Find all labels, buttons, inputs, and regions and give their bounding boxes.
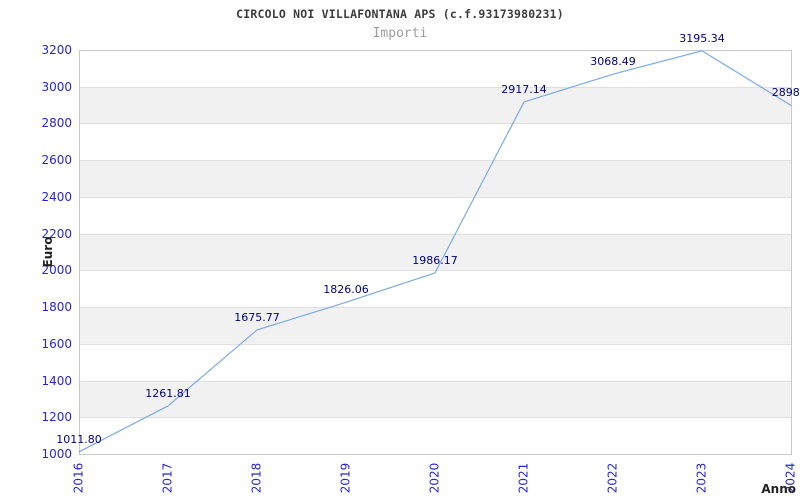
data-point-label: 3195.34 bbox=[679, 31, 725, 45]
data-point-label: 1675.77 bbox=[234, 310, 280, 324]
plot-border bbox=[79, 50, 792, 455]
x-tick-label: 2018 bbox=[249, 462, 264, 494]
x-tick-label: 2021 bbox=[516, 462, 531, 494]
x-tick-label: 2017 bbox=[160, 462, 175, 494]
data-point-label: 1826.06 bbox=[323, 283, 369, 297]
y-tick-label: 3200 bbox=[41, 43, 72, 57]
data-point-label: 2898.7 bbox=[771, 86, 800, 100]
data-point-label: 1011.80 bbox=[56, 432, 102, 446]
y-tick-label: 1400 bbox=[41, 373, 72, 388]
data-point-label: 2917.14 bbox=[501, 82, 547, 96]
x-tick-label: 2019 bbox=[338, 462, 353, 494]
y-tick-label: 1600 bbox=[41, 336, 72, 351]
x-tick-label: 2023 bbox=[694, 462, 709, 494]
plot-band bbox=[79, 380, 791, 418]
data-point-label: 1261.81 bbox=[145, 386, 191, 400]
y-axis-title: Euro bbox=[41, 236, 55, 268]
plot-band bbox=[79, 160, 791, 197]
y-tick-label: 2200 bbox=[41, 226, 72, 241]
x-tick-label: 2022 bbox=[605, 462, 620, 494]
data-point-label: 3068.49 bbox=[590, 55, 636, 69]
plot-band bbox=[79, 233, 791, 271]
chart-title: CIRCOLO NOI VILLAFONTANA APS (c.f.931739… bbox=[236, 7, 564, 21]
y-tick-label: 2800 bbox=[41, 116, 72, 131]
y-tick-label: 1200 bbox=[41, 410, 72, 425]
x-tick-label: 2020 bbox=[427, 462, 442, 494]
chart-subtitle: Importi bbox=[372, 26, 428, 41]
y-tick-label: 3000 bbox=[41, 79, 72, 94]
y-tick-label: 2000 bbox=[41, 263, 72, 278]
y-tick-label: 2400 bbox=[41, 189, 72, 204]
plot-band bbox=[79, 86, 791, 124]
y-tick-label: 1800 bbox=[41, 300, 72, 315]
plot-band bbox=[79, 307, 791, 344]
y-tick-label: 1000 bbox=[41, 447, 72, 461]
y-tick-label: 2600 bbox=[41, 153, 72, 168]
x-axis-title: Anno bbox=[761, 482, 796, 496]
series-line bbox=[78, 50, 792, 453]
x-tick-label: 2016 bbox=[71, 462, 86, 494]
data-point-label: 1986.17 bbox=[412, 253, 458, 267]
